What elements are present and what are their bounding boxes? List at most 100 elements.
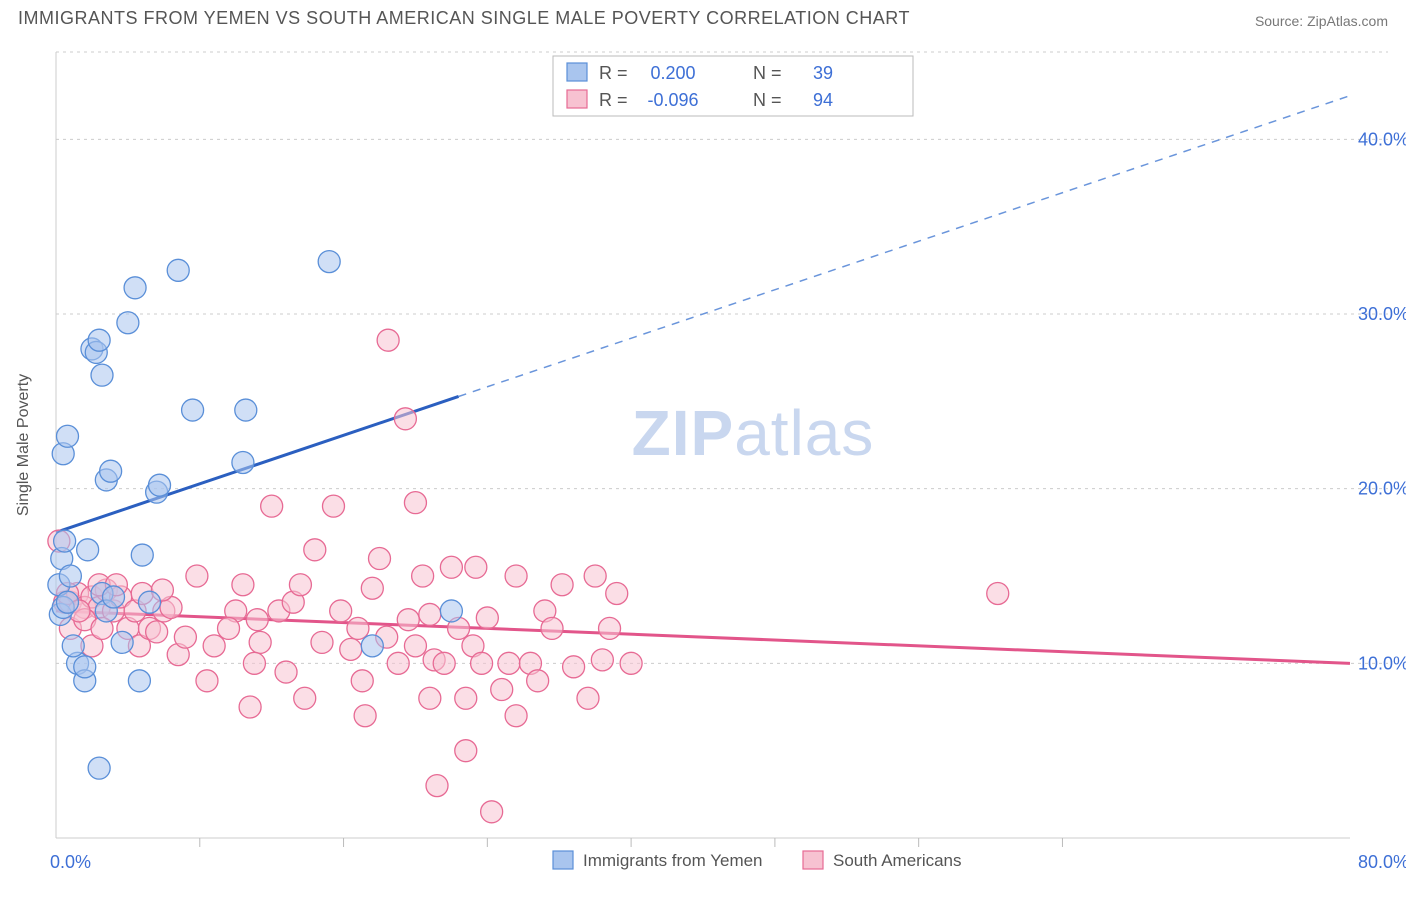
data-point-blue xyxy=(77,539,99,561)
data-point-blue xyxy=(232,451,254,473)
data-point-pink xyxy=(471,652,493,674)
data-point-pink xyxy=(186,565,208,587)
data-point-pink xyxy=(322,495,344,517)
chart-container: ZIPatlas10.0%20.0%30.0%40.0%Single Male … xyxy=(0,38,1406,892)
data-point-blue xyxy=(440,600,462,622)
data-point-pink xyxy=(146,621,168,643)
data-point-pink xyxy=(203,635,225,657)
data-point-blue xyxy=(88,329,110,351)
data-point-pink xyxy=(419,687,441,709)
data-point-blue xyxy=(138,591,160,613)
data-point-pink xyxy=(563,656,585,678)
data-point-pink xyxy=(275,661,297,683)
stats-n-value: 94 xyxy=(813,90,833,110)
data-point-pink xyxy=(551,574,573,596)
x-tick-label: 0.0% xyxy=(50,852,91,872)
data-point-blue xyxy=(167,259,189,281)
data-point-pink xyxy=(404,635,426,657)
stats-r-value: 0.200 xyxy=(650,63,695,83)
legend-label: Immigrants from Yemen xyxy=(583,851,763,870)
stats-n-label: N = xyxy=(753,63,782,83)
data-point-pink xyxy=(498,652,520,674)
data-point-blue xyxy=(182,399,204,421)
legend-swatch-pink-icon xyxy=(803,851,823,869)
data-point-pink xyxy=(239,696,261,718)
data-point-pink xyxy=(426,775,448,797)
data-point-pink xyxy=(440,556,462,578)
data-point-pink xyxy=(476,607,498,629)
data-point-pink xyxy=(246,609,268,631)
data-point-pink xyxy=(387,652,409,674)
y-tick-label: 40.0% xyxy=(1358,129,1406,149)
data-point-pink xyxy=(232,574,254,596)
data-point-blue xyxy=(128,670,150,692)
y-tick-label: 30.0% xyxy=(1358,304,1406,324)
data-point-pink xyxy=(397,609,419,631)
data-point-blue xyxy=(131,544,153,566)
data-point-pink xyxy=(261,495,283,517)
data-point-pink xyxy=(354,705,376,727)
data-point-pink xyxy=(351,670,373,692)
data-point-pink xyxy=(465,556,487,578)
data-point-pink xyxy=(174,626,196,648)
data-point-pink xyxy=(606,582,628,604)
swatch-pink-icon xyxy=(567,90,587,108)
data-point-pink xyxy=(591,649,613,671)
data-point-blue xyxy=(74,656,96,678)
data-point-pink xyxy=(340,638,362,660)
data-point-pink xyxy=(289,574,311,596)
y-tick-label: 10.0% xyxy=(1358,653,1406,673)
data-point-pink xyxy=(294,687,316,709)
data-point-blue xyxy=(361,635,383,657)
data-point-pink xyxy=(361,577,383,599)
data-point-pink xyxy=(377,329,399,351)
data-point-blue xyxy=(318,251,340,273)
data-point-pink xyxy=(218,617,240,639)
data-point-blue xyxy=(100,460,122,482)
data-point-pink xyxy=(311,631,333,653)
data-point-pink xyxy=(196,670,218,692)
data-point-pink xyxy=(394,408,416,430)
data-point-pink xyxy=(541,617,563,639)
source-attribution: Source: ZipAtlas.com xyxy=(1255,13,1388,29)
data-point-pink xyxy=(505,565,527,587)
data-point-pink xyxy=(419,603,441,625)
data-point-blue xyxy=(117,312,139,334)
data-point-pink xyxy=(455,740,477,762)
data-point-pink xyxy=(491,679,513,701)
data-point-pink xyxy=(433,652,455,674)
legend-label: South Americans xyxy=(833,851,962,870)
legend-swatch-blue-icon xyxy=(553,851,573,869)
data-point-blue xyxy=(57,591,79,613)
data-point-pink xyxy=(347,617,369,639)
stats-r-label: R = xyxy=(599,90,628,110)
data-point-blue xyxy=(91,364,113,386)
data-point-blue xyxy=(103,586,125,608)
data-point-blue xyxy=(62,635,84,657)
data-point-blue xyxy=(59,565,81,587)
data-point-pink xyxy=(243,652,265,674)
data-point-pink xyxy=(404,492,426,514)
stats-r-label: R = xyxy=(599,63,628,83)
data-point-pink xyxy=(455,687,477,709)
data-point-pink xyxy=(599,617,621,639)
data-point-pink xyxy=(584,565,606,587)
data-point-blue xyxy=(124,277,146,299)
data-point-blue xyxy=(149,474,171,496)
data-point-pink xyxy=(527,670,549,692)
data-point-blue xyxy=(54,530,76,552)
stats-n-label: N = xyxy=(753,90,782,110)
data-point-blue xyxy=(235,399,257,421)
stats-n-value: 39 xyxy=(813,63,833,83)
stats-r-value: -0.096 xyxy=(647,90,698,110)
data-point-pink xyxy=(987,582,1009,604)
data-point-pink xyxy=(304,539,326,561)
data-point-blue xyxy=(111,631,133,653)
chart-title: IMMIGRANTS FROM YEMEN VS SOUTH AMERICAN … xyxy=(18,8,910,29)
trendline-blue-dashed xyxy=(459,96,1350,397)
data-point-pink xyxy=(481,801,503,823)
data-point-pink xyxy=(330,600,352,622)
data-point-pink xyxy=(249,631,271,653)
y-tick-label: 20.0% xyxy=(1358,479,1406,499)
x-tick-label: 80.0% xyxy=(1358,852,1406,872)
